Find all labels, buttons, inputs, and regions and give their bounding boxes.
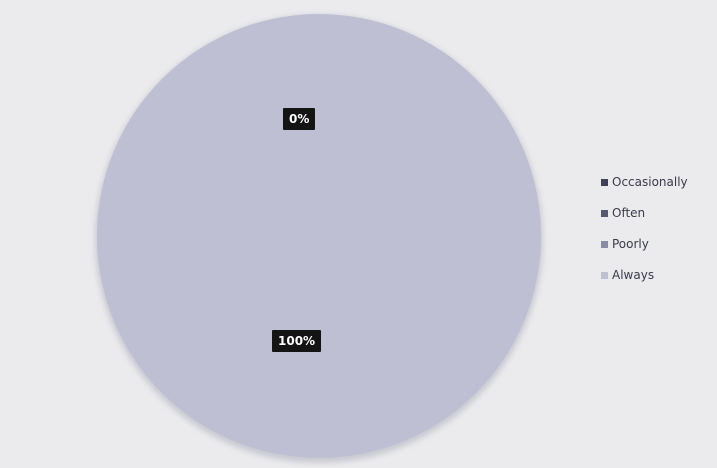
data-label-hundred: 100% bbox=[272, 330, 322, 352]
legend-item-always: Always bbox=[601, 267, 713, 283]
legend-label-often: Often bbox=[612, 206, 646, 220]
pie-slice-always bbox=[97, 14, 541, 458]
legend-item-poorly: Poorly bbox=[601, 236, 713, 252]
legend-swatch-poorly bbox=[601, 240, 608, 248]
legend-item-often: Often bbox=[601, 205, 713, 221]
data-label-zero: 0% bbox=[283, 108, 316, 130]
legend-swatch-occasionally bbox=[601, 178, 608, 186]
legend-label-always: Always bbox=[612, 268, 655, 282]
legend-label-poorly: Poorly bbox=[612, 237, 649, 251]
pie-slices bbox=[95, 14, 543, 463]
legend-swatch-always bbox=[601, 271, 608, 279]
legend-label-occasionally: Occasionally bbox=[612, 175, 688, 189]
legend-swatch-often bbox=[601, 209, 608, 217]
legend-item-occasionally: Occasionally bbox=[601, 174, 713, 190]
legend: Occasionally Often Poorly Always bbox=[601, 174, 713, 298]
